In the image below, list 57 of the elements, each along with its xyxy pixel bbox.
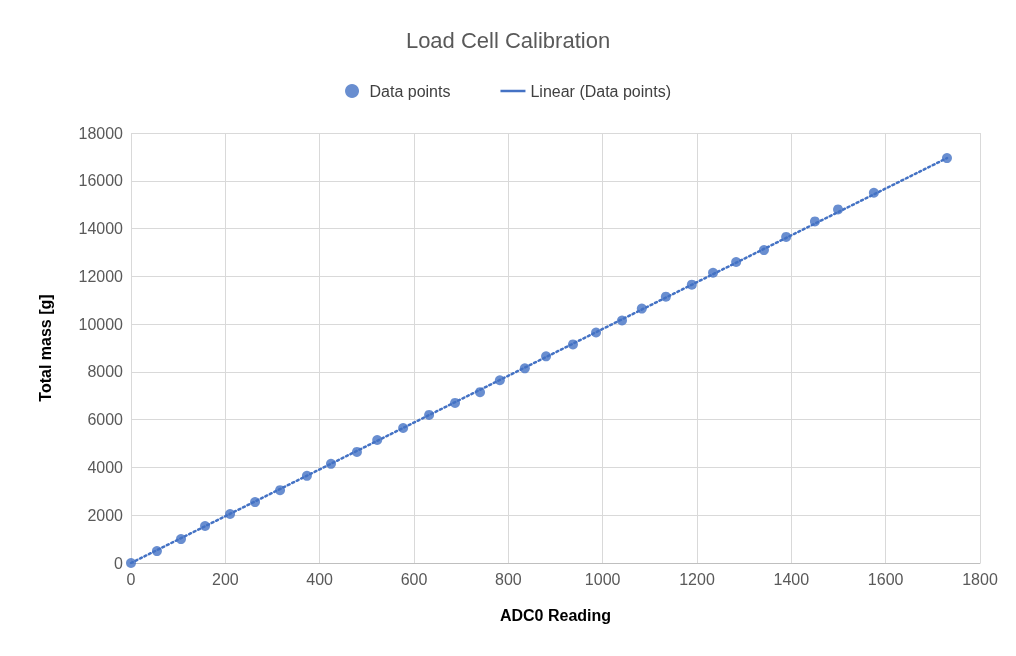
x-axis-title: ADC0 Reading [499,606,612,624]
point [424,409,435,420]
y-tick-label: 10000 [78,315,124,333]
point [567,339,578,350]
x-tick-label: 200 [211,570,239,588]
x-tick-label: 600 [400,570,428,588]
x-tick-label: 800 [494,570,522,588]
point [519,363,530,374]
point [225,509,236,520]
y-tick-label: 12000 [78,267,124,285]
y-tick-label: 2000 [87,506,124,524]
x-tick-label: 1600 [867,570,904,588]
point [475,387,486,398]
y-tick-label: 4000 [87,458,124,476]
x-tick-label: 400 [306,570,334,588]
point [372,434,383,445]
point [126,558,136,568]
point [351,446,362,457]
point [731,257,742,267]
x-tick-label: 0 [126,570,136,588]
legend-label: Data points [369,82,451,100]
y-tick-label: 0 [114,554,124,572]
point [450,397,461,408]
point [636,303,647,314]
y-tick-label: 18000 [78,124,124,142]
point [708,267,719,278]
x-tick-label: 1200 [679,570,715,588]
point [494,375,505,386]
point [833,204,844,215]
point [941,153,952,164]
point [301,470,312,481]
point [758,245,769,256]
point [275,485,286,496]
y-tick-label: 8000 [87,363,124,381]
chart-title: Load Cell Calibration [405,27,611,53]
y-tick-label: 16000 [78,172,124,190]
legend-label: Linear (Data points) [530,82,671,100]
point [868,187,879,198]
point [151,546,162,557]
point [781,231,792,242]
y-tick-label: 14000 [78,220,124,238]
point [541,351,552,362]
point [617,315,628,326]
x-tick-label: 1400 [773,570,810,588]
point [591,327,602,338]
point [200,520,211,531]
y-tick-label: 6000 [87,411,124,429]
point [686,279,697,290]
point [398,423,409,434]
y-axis-title: Total mass [g] [36,294,54,402]
x-tick-label: 1000 [584,570,621,588]
point [326,458,336,469]
x-tick-label: 1800 [962,570,998,588]
point [809,216,820,227]
point [176,534,186,545]
point [660,291,671,302]
point [250,497,261,508]
